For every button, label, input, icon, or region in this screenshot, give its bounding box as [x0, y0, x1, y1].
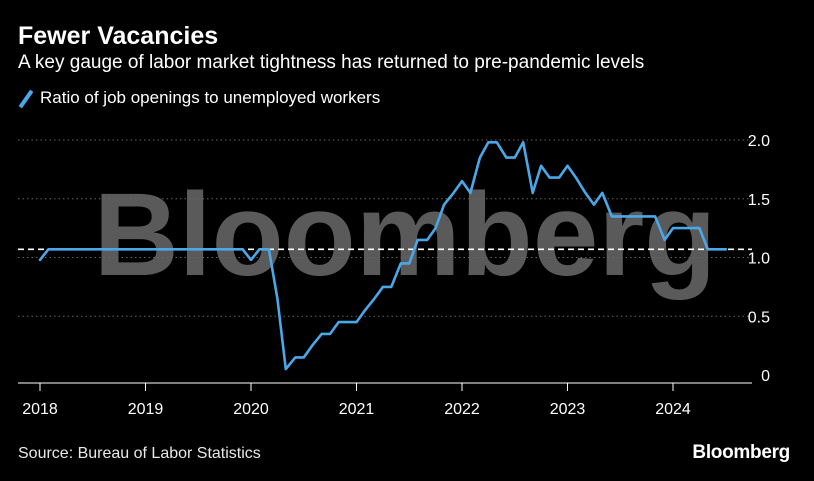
bloomberg-logo: Bloomberg: [692, 442, 790, 463]
y-tick-label: 0: [761, 368, 770, 385]
x-tick-label: 2021: [339, 401, 375, 418]
y-tick-label: 1.5: [748, 192, 770, 209]
x-tick-label: 2019: [128, 401, 164, 418]
source-note: Source: Bureau of Labor Statistics: [18, 445, 261, 462]
legend-series-label: Ratio of job openings to unemployed work…: [40, 88, 381, 107]
x-tick-label: 2020: [233, 401, 269, 418]
chart-legend: Ratio of job openings to unemployed work…: [18, 88, 380, 108]
grid-lines: [18, 139, 752, 317]
bloomberg-watermark: Bloomberg: [94, 169, 717, 301]
axis-labels: 0 0.5 1.0 1.5 2.0 2018 2019 2020 2021 2022 2023 202…: [18, 133, 770, 418]
series-layer: [18, 141, 752, 371]
chart-title: Fewer Vacancies: [18, 22, 219, 50]
y-tick-label: 0.5: [748, 309, 770, 326]
series-line: [38, 141, 728, 371]
chart-subtitle: A key gauge of labor market tightness ha…: [18, 52, 645, 73]
x-tick-label: 2022: [444, 401, 480, 418]
x-tick-label: 2018: [22, 401, 58, 418]
x-tick-label: 2023: [550, 401, 586, 418]
y-tick-label: 2.0: [748, 133, 770, 150]
x-tick-label: 2024: [655, 401, 691, 418]
y-tick-label: 1.0: [748, 251, 770, 268]
